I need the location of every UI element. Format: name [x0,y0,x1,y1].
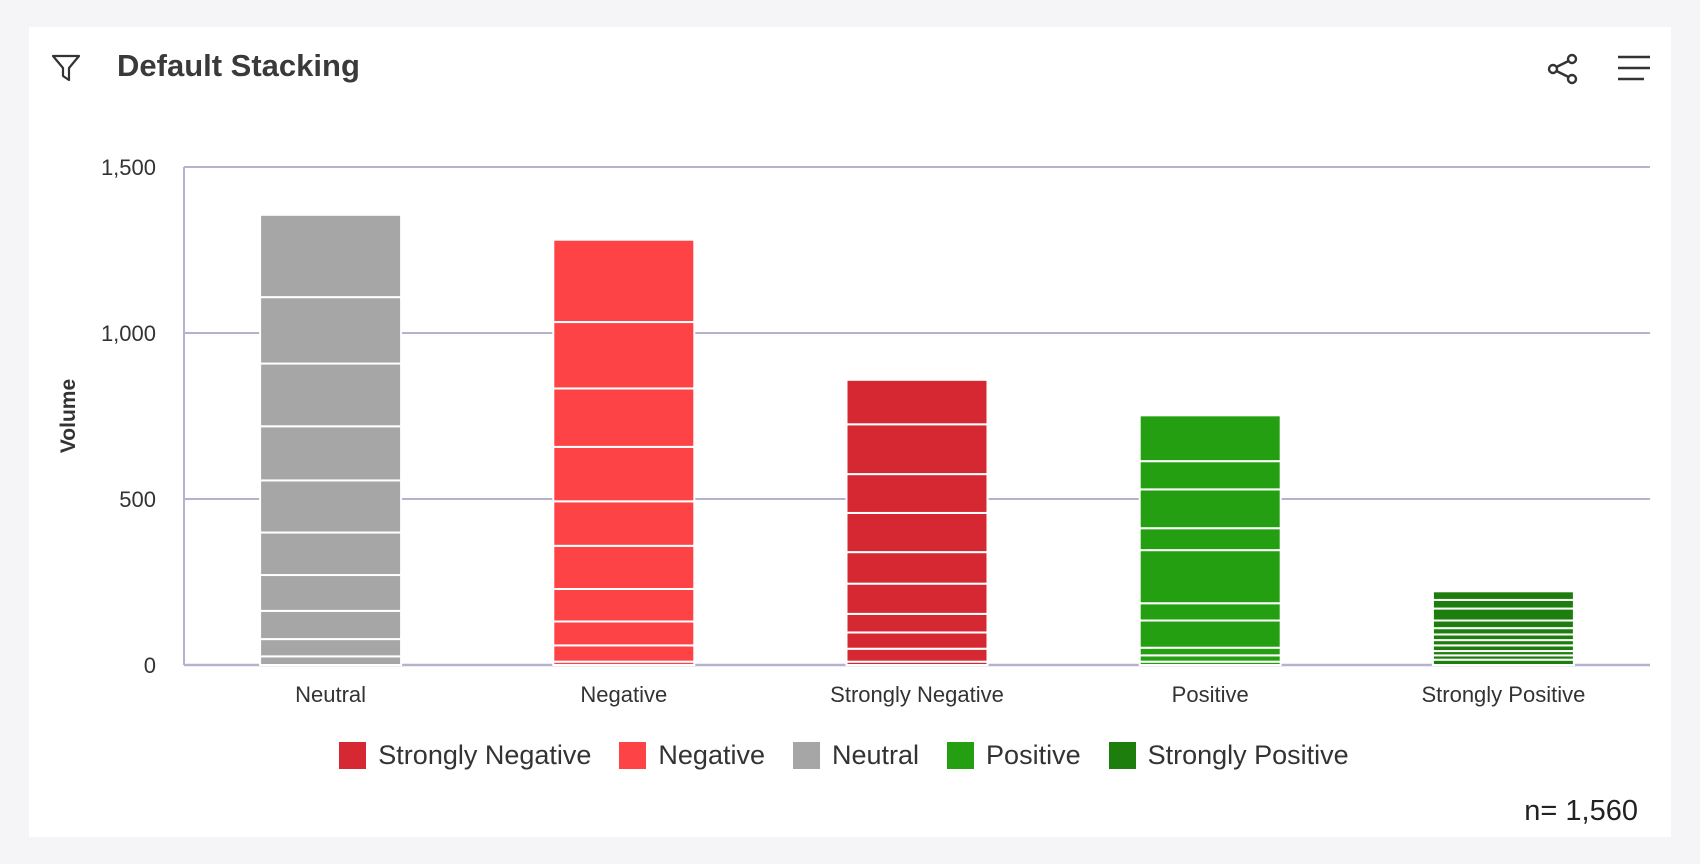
bar-segment [1138,527,1282,552]
bar-segment [259,609,403,641]
bar-segment [1138,549,1282,605]
chart-title: Default Stacking [117,48,360,83]
bar-segment [259,574,403,612]
bar-segment [1431,619,1575,630]
legend-label: Negative [658,740,765,770]
bar-segment [845,631,989,650]
bar-segment [552,644,696,663]
bar-segment [552,544,696,590]
legend-swatch [1108,742,1136,769]
legend-item[interactable]: Strongly Negative [339,740,591,771]
x-tick-label: Negative [580,682,667,707]
legend-item[interactable]: Strongly Positive [1108,740,1349,771]
bar-segment [552,620,696,647]
bar-segment [845,473,989,514]
x-tick-label: Strongly Positive [1421,682,1585,707]
x-tick-label: Positive [1172,682,1249,707]
bar-segment [1138,488,1282,530]
bar-stack [259,213,403,666]
bar-segment [1431,590,1575,601]
bar-segment [845,551,989,585]
bar-stack [1138,414,1282,666]
bar-stack [845,378,989,666]
legend-label: Positive [986,740,1081,770]
bar-segment [1138,602,1282,622]
bar-segment [259,479,403,534]
bar-segment [552,445,696,503]
bar-segment [1431,607,1575,622]
legend-label: Strongly Positive [1147,740,1349,770]
bar-segment [259,425,403,482]
bar-segment [259,638,403,658]
x-tick-label: Strongly Negative [830,682,1004,707]
legend-swatch [947,742,975,769]
share-icon[interactable] [1546,52,1580,86]
y-tick-label: 0 [144,653,156,678]
x-tick-label: Neutral [295,682,366,707]
bar-segment [845,378,989,426]
bar-segment [845,582,989,615]
menu-icon[interactable] [1617,54,1651,82]
bar-segment [552,387,696,448]
bar-segment [259,213,403,299]
y-tick-label: 1,500 [101,155,156,180]
bar-segment [1431,598,1575,610]
sample-size: n= 1,560 [1524,795,1638,827]
bar-segment [259,296,403,365]
y-tick-label: 1,000 [101,321,156,346]
bar-stack [1431,590,1575,666]
legend-label: Strongly Negative [378,740,592,770]
bar-segment [552,321,696,390]
bar-segment [1138,414,1282,463]
bar-segment [1138,646,1282,657]
filter-icon[interactable] [50,52,82,84]
chart-legend: Strongly Negative Negative Neutral Positive… [0,740,1700,771]
bar-stack [552,238,696,666]
bar-segment [845,647,989,663]
bar-segment [845,511,989,554]
legend-swatch [619,742,647,769]
legend-item[interactable]: Positive [947,740,1081,771]
bar-segment [552,587,696,623]
bar-segment [1138,460,1282,491]
legend-item[interactable]: Neutral [793,740,919,771]
bar-segment [259,655,403,666]
legend-swatch [339,742,367,769]
bar-segment [552,238,696,324]
bar-segment [845,423,989,476]
bar-segment [1138,619,1282,649]
bar-segment [552,500,696,547]
bar-segment [259,531,403,577]
legend-swatch [793,742,820,769]
bar-segment [259,362,403,428]
y-axis-label: Volume [57,379,80,453]
legend-item[interactable]: Negative [619,740,765,771]
bar-segment [845,612,989,634]
legend-label: Neutral [832,740,920,770]
y-tick-label: 500 [119,487,156,512]
